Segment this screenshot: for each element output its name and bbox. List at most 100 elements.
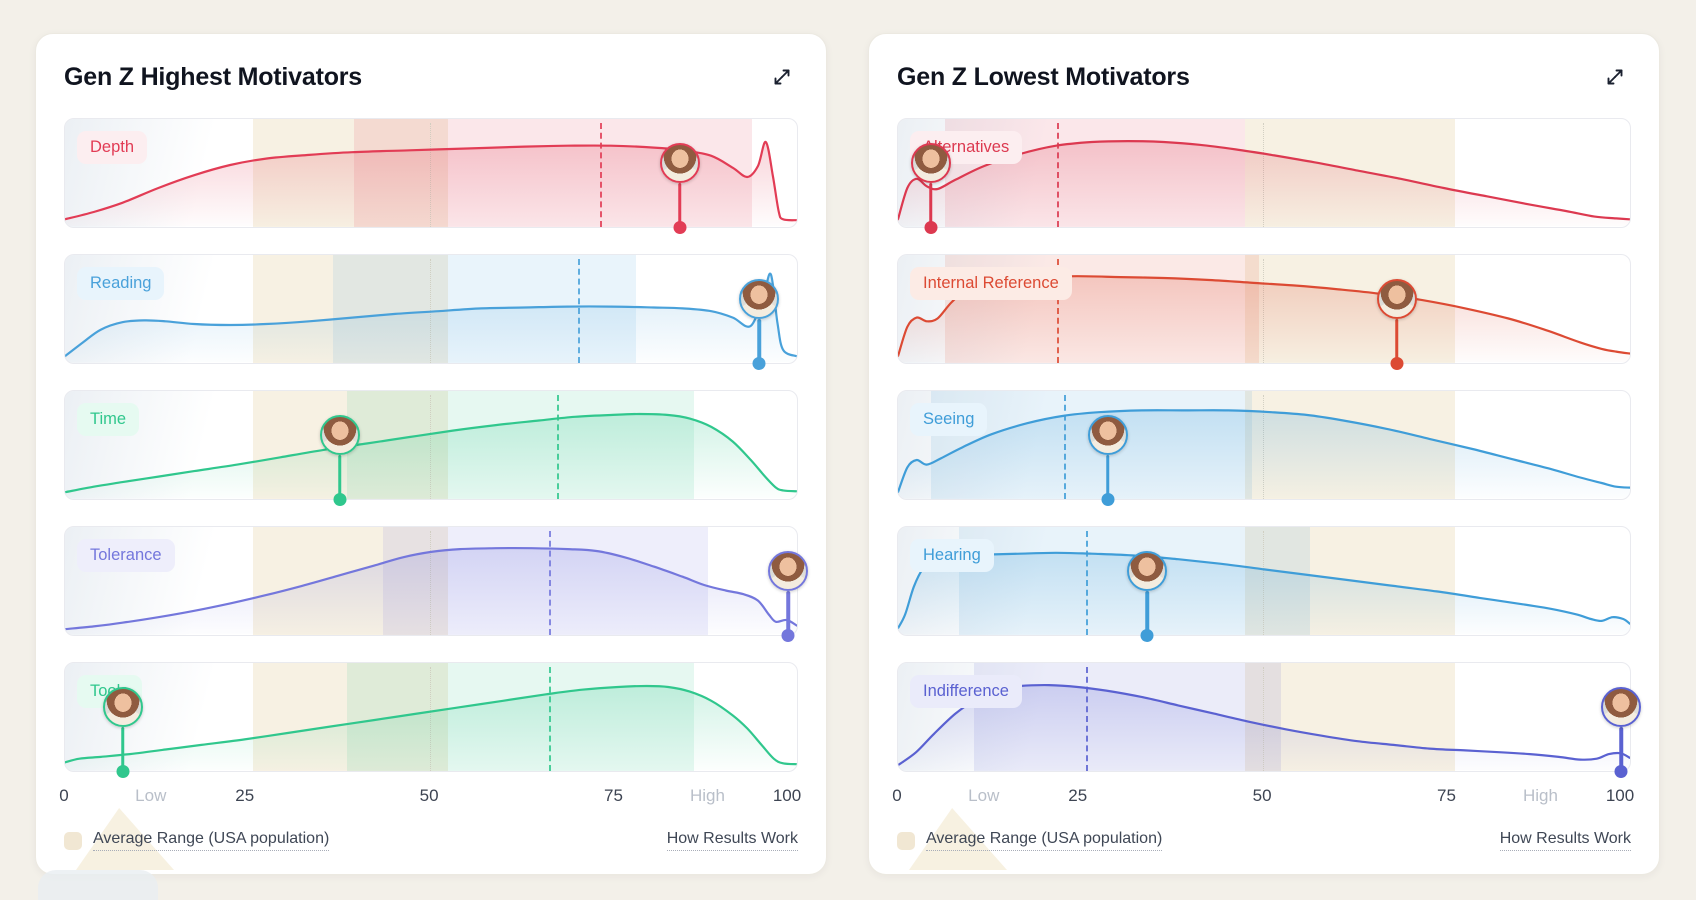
x-axis: 0 Low 25 50 75 High 100 <box>59 786 801 810</box>
axis-tick: 75 <box>1437 786 1456 805</box>
average-range-swatch[interactable] <box>897 831 915 850</box>
x-axis: 0 Low 25 50 75 High 100 <box>892 786 1635 810</box>
row-label-pill: Depth <box>77 131 148 164</box>
user-score-pin[interactable] <box>102 663 143 778</box>
row-label-pill: Internal Reference <box>910 267 1072 300</box>
axis-tick: 0 <box>59 786 69 805</box>
user-avatar <box>319 415 360 455</box>
user-score-pin[interactable] <box>1127 527 1168 642</box>
chart-row: Reading <box>64 254 798 370</box>
density-curve <box>898 409 1630 498</box>
density-curve <box>65 684 797 770</box>
pin-stem <box>677 183 682 229</box>
how-results-work-link[interactable]: How Results Work <box>666 830 798 851</box>
how-results-work-link[interactable]: How Results Work <box>1499 830 1631 851</box>
plot-area <box>65 255 797 363</box>
axis-tick: High <box>1522 786 1558 805</box>
pin-stem <box>337 455 342 501</box>
axis-tick: 25 <box>1068 786 1088 805</box>
chart-row: Time <box>64 390 798 506</box>
axis-tick: 75 <box>604 786 623 805</box>
chart-row: Tolerance <box>64 526 808 642</box>
axis-tick: 0 <box>892 786 902 805</box>
pin-dot <box>1614 765 1628 778</box>
row-label-pill: Tolerance <box>77 539 175 572</box>
user-avatar <box>1127 551 1168 591</box>
pin-stem <box>1395 319 1399 365</box>
density-curve <box>898 275 1630 362</box>
chart-row: Depth <box>64 118 798 234</box>
row-label-pill: Hearing <box>910 539 994 572</box>
user-score-pin[interactable] <box>768 527 808 642</box>
axis-tick: 50 <box>419 786 439 805</box>
pin-dot <box>752 357 766 370</box>
user-score-pin[interactable] <box>1376 255 1417 370</box>
pin-stem <box>121 727 125 773</box>
user-avatar <box>1376 279 1417 319</box>
axis-tick: Low <box>135 786 167 805</box>
pin-dot <box>924 221 938 234</box>
average-range-swatch[interactable] <box>64 831 82 850</box>
user-score-pin[interactable] <box>910 119 951 234</box>
user-avatar <box>768 551 808 591</box>
axis-tick: 25 <box>235 786 255 805</box>
pin-dot <box>1101 493 1115 506</box>
chart-rows: Depth Reading Time <box>64 118 808 778</box>
user-score-pin[interactable] <box>1601 663 1641 778</box>
density-curve <box>65 140 797 226</box>
user-avatar <box>1087 415 1128 455</box>
axis-tick: High <box>689 786 725 805</box>
legend-label: Average Range (USA population) <box>926 830 1163 851</box>
pin-dot <box>333 493 347 506</box>
average-range-legend: Average Range (USA population) <box>897 830 1163 851</box>
average-range-legend: Average Range (USA population) <box>64 830 330 851</box>
density-curve <box>898 551 1630 634</box>
density-curve <box>898 140 1630 226</box>
plot-area <box>898 391 1630 499</box>
row-label-pill: Reading <box>77 267 165 300</box>
chart-row: Internal Reference <box>897 254 1631 370</box>
user-score-pin[interactable] <box>1087 391 1128 506</box>
pin-dot <box>116 765 130 778</box>
pin-dot <box>1390 357 1404 370</box>
expand-icon <box>774 69 790 85</box>
chart-row: Hearing <box>897 526 1631 642</box>
plot-area <box>65 527 797 635</box>
pin-dot <box>781 629 795 642</box>
density-curve <box>65 412 797 498</box>
user-avatar <box>910 143 951 183</box>
plot-area <box>65 663 797 771</box>
decorative-page-blob <box>38 870 158 900</box>
card-title: Gen Z Lowest Motivators <box>897 62 1190 91</box>
pin-dot <box>1140 629 1154 642</box>
user-avatar <box>102 687 143 727</box>
user-score-pin[interactable] <box>319 391 360 506</box>
card-footer: Average Range (USA population) How Resul… <box>64 830 798 851</box>
pin-stem <box>1105 455 1110 501</box>
row-label-pill: Time <box>77 403 140 436</box>
card-header: Gen Z Highest Motivators <box>36 34 826 92</box>
chart-rows: Alternatives Internal Reference Seeing <box>897 118 1641 778</box>
plot-area <box>65 391 797 499</box>
motivators-card: Gen Z Highest Motivators Depth <box>35 33 827 875</box>
pin-stem <box>1145 591 1150 637</box>
user-score-pin[interactable] <box>739 255 780 370</box>
user-avatar <box>739 279 780 319</box>
card-footer: Average Range (USA population) How Resul… <box>897 830 1631 851</box>
gridline-50 <box>1263 667 1265 771</box>
user-score-pin[interactable] <box>659 119 700 234</box>
pin-stem <box>786 591 790 637</box>
chart-row: Indifference <box>897 662 1641 778</box>
plot-area <box>898 119 1630 227</box>
expand-button[interactable] <box>770 62 800 92</box>
user-avatar <box>1601 687 1641 727</box>
axis-tick: Low <box>968 786 1000 805</box>
axis-tick: 100 <box>1605 786 1635 805</box>
expand-button[interactable] <box>1603 62 1633 92</box>
pin-stem <box>928 183 933 229</box>
row-label-pill: Indifference <box>910 675 1022 708</box>
plot-area <box>898 527 1630 635</box>
user-avatar <box>659 143 700 183</box>
chart-row: Tools <box>64 662 798 778</box>
card-title: Gen Z Highest Motivators <box>64 62 363 91</box>
